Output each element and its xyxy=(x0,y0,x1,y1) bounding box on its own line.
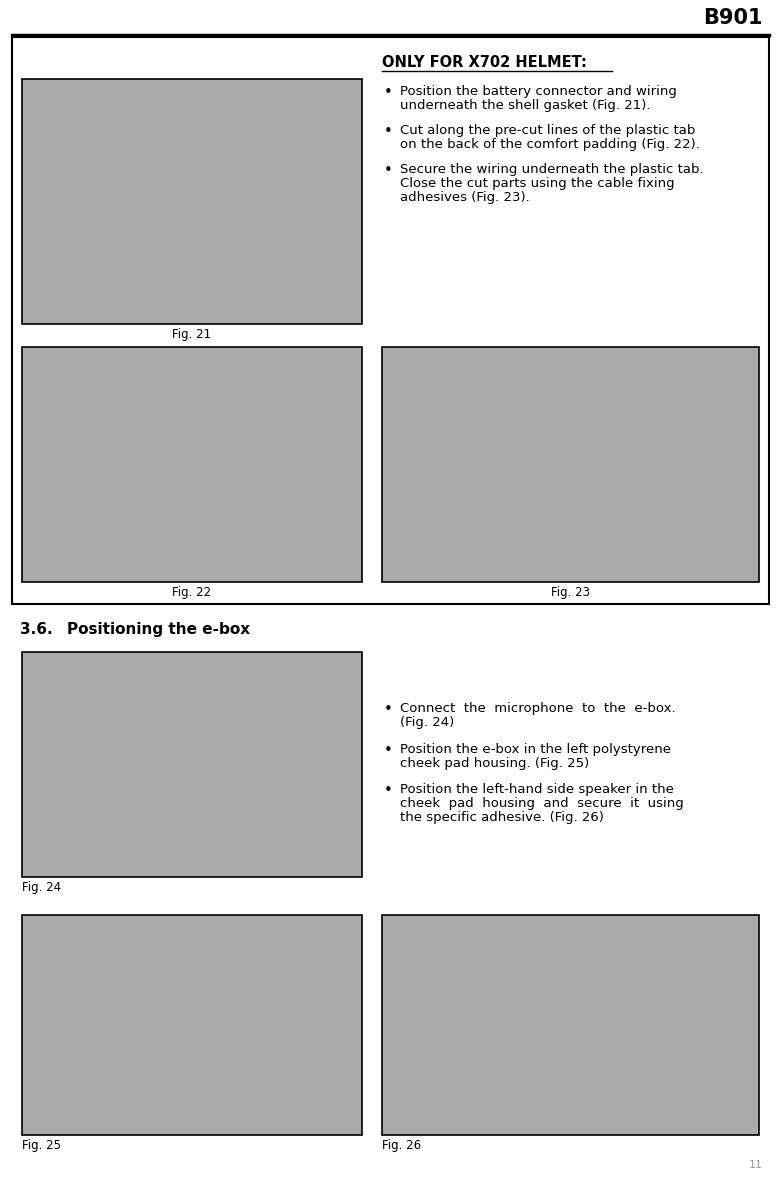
Text: Fig. 23: Fig. 23 xyxy=(551,586,590,599)
Text: •: • xyxy=(384,163,393,179)
Text: Fig. 22: Fig. 22 xyxy=(173,586,212,599)
Text: Fig. 25: Fig. 25 xyxy=(22,1139,61,1152)
Text: underneath the shell gasket (Fig. 21).: underneath the shell gasket (Fig. 21). xyxy=(400,99,651,112)
Bar xyxy=(22,652,362,877)
Text: ONLY FOR X702 HELMET:: ONLY FOR X702 HELMET: xyxy=(382,54,587,70)
Text: Fig. 24: Fig. 24 xyxy=(22,881,61,894)
Text: Positioning the e-box: Positioning the e-box xyxy=(67,622,250,637)
Text: Fig. 21: Fig. 21 xyxy=(173,328,212,341)
Bar xyxy=(382,915,759,1135)
Text: Secure the wiring underneath the plastic tab.: Secure the wiring underneath the plastic… xyxy=(400,163,704,176)
Text: •: • xyxy=(384,742,393,758)
Bar xyxy=(22,347,362,583)
Text: B901: B901 xyxy=(704,8,763,28)
Text: •: • xyxy=(384,85,393,99)
Text: cheek pad housing. (Fig. 25): cheek pad housing. (Fig. 25) xyxy=(400,757,589,770)
Text: Close the cut parts using the cable fixing: Close the cut parts using the cable fixi… xyxy=(400,178,675,191)
Text: Cut along the pre-cut lines of the plastic tab: Cut along the pre-cut lines of the plast… xyxy=(400,124,695,137)
Bar xyxy=(12,37,769,604)
Text: •: • xyxy=(384,124,393,140)
Text: 3.6.: 3.6. xyxy=(20,622,52,637)
Bar xyxy=(22,915,362,1135)
Bar xyxy=(22,79,362,324)
Text: on the back of the comfort padding (Fig. 22).: on the back of the comfort padding (Fig.… xyxy=(400,139,700,152)
Text: •: • xyxy=(384,702,393,718)
Text: Position the battery connector and wiring: Position the battery connector and wirin… xyxy=(400,85,677,98)
Text: Fig. 26: Fig. 26 xyxy=(382,1139,421,1152)
Text: adhesives (Fig. 23).: adhesives (Fig. 23). xyxy=(400,192,530,205)
Text: •: • xyxy=(384,783,393,798)
Text: Position the e-box in the left polystyrene: Position the e-box in the left polystyre… xyxy=(400,742,671,755)
Text: the specific adhesive. (Fig. 26): the specific adhesive. (Fig. 26) xyxy=(400,811,604,824)
Text: 11: 11 xyxy=(749,1160,763,1170)
Text: cheek  pad  housing  and  secure  it  using: cheek pad housing and secure it using xyxy=(400,797,683,810)
Text: (Fig. 24): (Fig. 24) xyxy=(400,716,455,729)
Text: Connect  the  microphone  to  the  e-box.: Connect the microphone to the e-box. xyxy=(400,702,676,715)
Text: Position the left-hand side speaker in the: Position the left-hand side speaker in t… xyxy=(400,783,674,796)
Bar xyxy=(382,347,759,583)
